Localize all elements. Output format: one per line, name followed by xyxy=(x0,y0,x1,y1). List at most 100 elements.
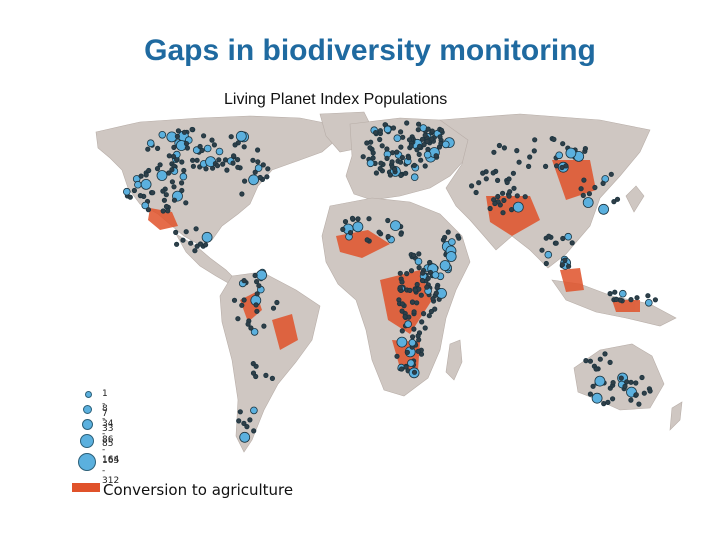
population-marker xyxy=(366,159,375,168)
population-marker xyxy=(261,323,267,329)
population-marker xyxy=(143,172,149,178)
population-marker xyxy=(532,137,538,143)
population-marker xyxy=(352,221,364,233)
population-marker xyxy=(383,125,392,134)
population-marker xyxy=(247,417,253,423)
population-marker xyxy=(624,379,630,385)
population-marker xyxy=(559,164,565,171)
population-marker xyxy=(491,149,497,155)
population-marker xyxy=(587,358,594,364)
legend-label: 86 - 164 xyxy=(102,435,120,465)
population-marker xyxy=(263,372,269,378)
population-marker xyxy=(360,154,366,160)
population-marker xyxy=(155,145,161,151)
population-marker xyxy=(403,364,409,370)
population-marker xyxy=(628,296,634,303)
population-marker xyxy=(419,319,425,325)
population-marker xyxy=(355,216,361,222)
population-marker xyxy=(385,217,391,224)
population-marker xyxy=(580,192,586,198)
agriculture-patch xyxy=(560,268,584,292)
population-marker xyxy=(239,431,251,443)
population-marker xyxy=(421,142,427,148)
population-marker xyxy=(569,240,575,246)
population-marker xyxy=(215,147,224,156)
population-marker xyxy=(439,260,451,271)
population-marker xyxy=(146,139,155,148)
population-marker xyxy=(377,128,383,134)
population-marker xyxy=(613,296,619,302)
population-marker xyxy=(414,281,420,288)
population-marker xyxy=(404,349,410,355)
population-marker xyxy=(211,142,217,148)
population-marker xyxy=(235,157,241,163)
population-marker xyxy=(543,260,549,267)
population-marker xyxy=(209,137,215,143)
population-marker xyxy=(445,229,451,235)
population-marker xyxy=(510,170,517,176)
population-marker xyxy=(560,235,566,242)
population-marker xyxy=(150,190,156,196)
population-marker xyxy=(250,157,256,163)
population-marker xyxy=(641,390,647,396)
population-marker xyxy=(190,157,196,163)
population-marker xyxy=(495,193,501,200)
population-marker xyxy=(239,191,245,197)
population-marker xyxy=(607,359,613,365)
asia-landmass xyxy=(439,113,651,269)
population-marker xyxy=(407,359,415,367)
population-marker xyxy=(420,270,426,276)
population-marker xyxy=(235,164,241,170)
agriculture-patch xyxy=(612,300,640,312)
legend-marker-icon xyxy=(85,391,92,398)
population-marker xyxy=(257,174,263,181)
population-marker xyxy=(591,392,603,404)
population-marker xyxy=(415,333,421,339)
population-marker xyxy=(583,357,589,364)
population-marker xyxy=(216,157,222,163)
population-marker xyxy=(340,226,346,232)
population-marker xyxy=(487,205,493,212)
population-marker xyxy=(231,153,237,159)
population-marker xyxy=(424,284,430,290)
population-marker xyxy=(434,285,440,291)
population-marker xyxy=(500,210,506,216)
population-marker xyxy=(610,379,616,386)
population-marker xyxy=(441,140,450,149)
population-marker xyxy=(241,297,247,303)
population-marker xyxy=(429,128,435,134)
population-marker xyxy=(433,290,439,296)
population-marker xyxy=(416,251,422,257)
population-marker xyxy=(411,326,417,332)
population-marker xyxy=(252,169,258,175)
legend-marker-icon xyxy=(82,419,93,430)
population-marker xyxy=(425,126,431,132)
population-marker xyxy=(140,178,152,190)
population-marker xyxy=(161,197,167,203)
population-marker xyxy=(473,189,479,196)
population-marker xyxy=(415,348,421,354)
population-marker xyxy=(618,289,627,298)
population-marker xyxy=(504,179,510,186)
population-marker xyxy=(431,271,440,279)
population-marker xyxy=(645,293,651,299)
population-marker xyxy=(420,310,427,317)
population-marker xyxy=(438,127,445,133)
population-marker xyxy=(409,334,416,340)
population-marker xyxy=(411,162,417,168)
population-marker xyxy=(592,184,598,191)
population-marker xyxy=(496,142,502,149)
population-marker xyxy=(633,392,639,398)
population-marker xyxy=(367,145,373,151)
population-marker xyxy=(593,366,599,372)
population-marker xyxy=(203,242,209,248)
population-marker xyxy=(597,356,603,362)
population-marker xyxy=(404,120,410,126)
population-marker xyxy=(422,325,428,331)
population-marker xyxy=(189,126,195,133)
population-marker xyxy=(255,159,261,165)
population-marker xyxy=(378,160,384,166)
legend-label: 1 - 7 xyxy=(102,389,108,419)
population-marker xyxy=(193,226,199,232)
population-marker xyxy=(412,287,418,293)
